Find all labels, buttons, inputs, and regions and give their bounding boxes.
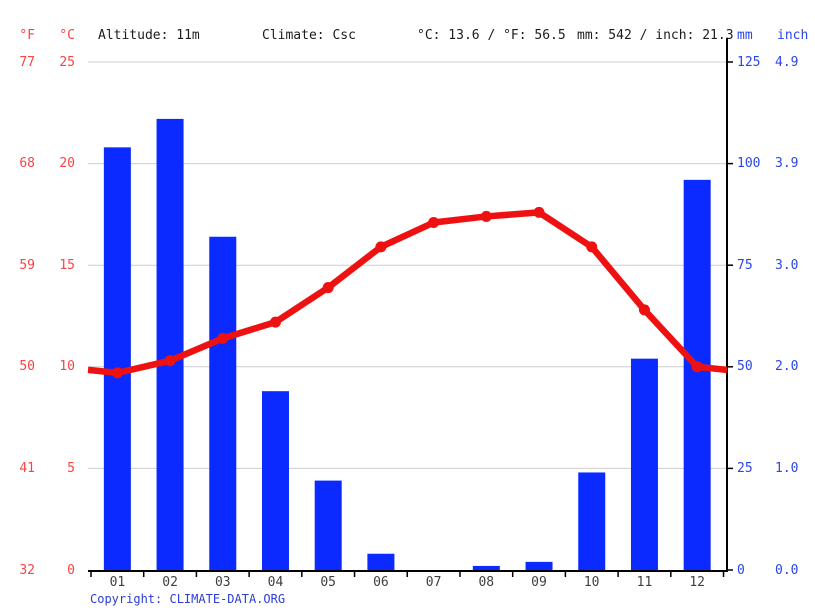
y-axis-label-inch: 3.9 [775,156,799,172]
y-axis-label-fahrenheit: 68 [19,156,35,172]
y-axis-label-celsius: 0 [67,562,75,578]
temperature-point [269,316,281,328]
y-axis-label-mm: 50 [737,359,753,375]
temperature-point [217,332,229,344]
month-label: 01 [109,575,126,590]
temperature-point [164,355,176,367]
precipitation-bar [630,358,658,570]
y-axis-label-celsius: 15 [59,257,75,273]
y-axis-label-mm: 25 [737,460,753,476]
y-axis-label-fahrenheit: 59 [19,257,35,273]
inch-unit-label: inch [777,28,809,43]
y-axis-label-fahrenheit: 41 [19,460,35,476]
y-axis-label-celsius: 5 [67,460,75,476]
temperature-point [691,361,703,373]
y-axis-label-celsius: 25 [59,54,75,70]
month-label: 04 [267,575,284,590]
mm-unit-label: mm [737,28,753,43]
y-axis-label-inch: 3.0 [775,257,799,273]
precipitation-bar [261,391,289,570]
altitude-label: Altitude: 11m [98,28,200,43]
precipitation-bar [367,553,395,570]
month-label: 12 [689,575,706,590]
copyright-label: Copyright: [90,592,170,606]
y-axis-label-mm: 100 [737,156,761,172]
climate-data-org-link[interactable]: CLIMATE-DATA.ORG [169,592,286,606]
temperature-point [533,206,545,218]
month-label: 02 [162,575,178,590]
y-axis-label-mm: 0 [737,562,745,578]
y-axis-label-mm: 125 [737,54,761,70]
temperature-point [111,367,123,379]
month-label: 07 [425,575,442,590]
month-label: 03 [214,575,231,590]
temperature-point [428,217,440,229]
temperature-point [586,241,598,253]
month-label: 08 [478,575,495,590]
precipitation-bar [103,147,131,570]
temperature-summary: °C: 13.6 / °F: 56.5 [417,28,566,43]
y-axis-label-fahrenheit: 77 [19,54,35,70]
temperature-point [375,241,387,253]
precipitation-bar [683,179,711,570]
y-axis-label-inch: 0.0 [775,562,799,578]
celsius-unit-label: °C [59,28,75,43]
temperature-point [480,210,492,222]
precipitation-bar [525,561,553,570]
temperature-point [638,304,650,316]
y-axis-label-fahrenheit: 50 [19,359,35,375]
precipitation-bar [472,565,500,570]
month-label: 05 [320,575,337,590]
month-label: 06 [373,575,389,590]
temperature-point [322,282,334,294]
y-axis-label-inch: 4.9 [775,54,799,70]
precipitation-bar [314,480,342,570]
temperature-line [87,209,728,377]
fahrenheit-unit-label: °F [19,28,35,43]
month-label: 10 [583,575,600,590]
precipitation-bar [209,236,237,570]
y-axis-label-inch: 1.0 [775,460,799,476]
month-label: 11 [636,575,653,590]
y-axis-label-mm: 75 [737,257,753,273]
y-axis-label-inch: 2.0 [775,359,799,375]
precipitation-bar [578,472,606,570]
precipitation-summary: mm: 542 / inch: 21.3 [577,28,734,43]
y-axis-label-celsius: 20 [59,156,75,172]
month-label: 09 [531,575,547,590]
y-axis-label-celsius: 10 [59,359,75,375]
copyright-line: Copyright: CLIMATE-DATA.ORG [90,592,285,607]
y-axis-label-fahrenheit: 32 [19,562,35,578]
precipitation-bar [156,118,184,571]
climate-class-label: Climate: Csc [262,28,356,43]
